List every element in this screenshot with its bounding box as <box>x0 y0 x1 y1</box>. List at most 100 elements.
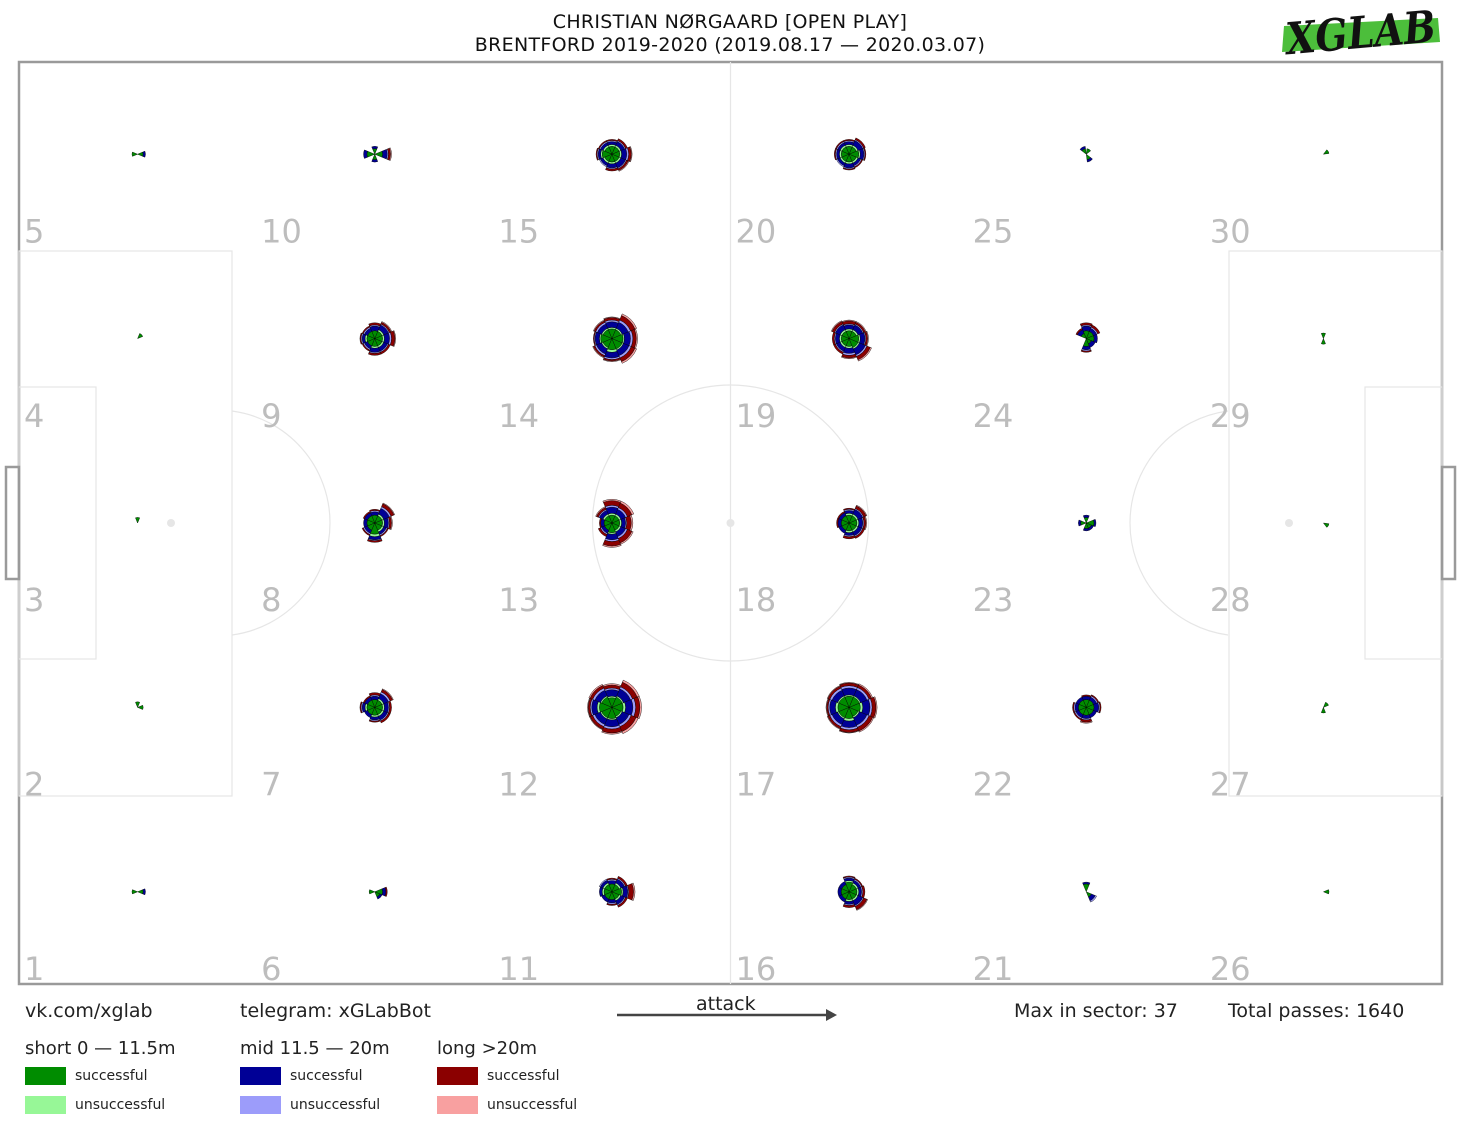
sector-label: 14 <box>498 397 539 435</box>
centre-circle <box>591 384 870 662</box>
sector-label: 3 <box>24 581 44 619</box>
rose-wedge-l-successful <box>379 527 389 537</box>
rose-wedge-m-successful <box>591 699 599 716</box>
sector-label: 24 <box>973 397 1014 435</box>
rose-wedge-s-successful <box>1322 149 1330 155</box>
right-penalty-arc <box>1129 410 1229 636</box>
left-penalty-arc <box>231 410 331 636</box>
rose-wedge-l-successful <box>617 876 628 887</box>
legend-long-title: long >20m <box>437 1038 538 1059</box>
legend-short-successful-swatch <box>25 1067 66 1085</box>
sector-rose-12 <box>587 679 642 735</box>
legend-mid-successful-swatch <box>240 1067 281 1085</box>
sector-labels: 1234567891011121314151617181920212223242… <box>24 212 1251 988</box>
legend-long-unsuccessful-label: unsuccessful <box>487 1097 578 1113</box>
rose-wedge-l-unsuccessful <box>621 717 639 734</box>
rose-wedge-m-successful <box>383 517 389 529</box>
sector-rose-5 <box>131 150 146 158</box>
rose-wedge-l-unsuccessful <box>826 685 841 699</box>
sector-label: 26 <box>1210 950 1251 988</box>
rose-wedge-m-successful <box>142 150 146 158</box>
rose-wedge-l-unsuccessful <box>621 347 637 364</box>
rose-wedge-l-successful <box>861 885 866 899</box>
rose-wedge-l-successful <box>369 509 381 512</box>
attack-arrow-icon <box>617 1009 837 1021</box>
sector-label: 13 <box>498 581 539 619</box>
pitch-markings <box>4 60 1457 986</box>
legend-short-unsuccessful-swatch <box>25 1096 66 1114</box>
rose-wedge-s-successful <box>1323 701 1329 708</box>
rose-wedge-l-unsuccessful <box>389 147 392 161</box>
rose-wedge-m-successful <box>1088 340 1096 348</box>
legend-short-title: short 0 — 11.5m <box>25 1038 176 1059</box>
rose-wedge-l-successful <box>380 712 391 724</box>
rose-wedge-l-unsuccessful <box>602 544 622 548</box>
legend-long-successful-swatch <box>437 1067 478 1085</box>
sector-rose-9 <box>359 321 396 356</box>
left-penalty-area <box>18 250 233 797</box>
sector-label: 1 <box>24 950 44 988</box>
sector-label: 2 <box>24 766 44 804</box>
rose-wedge-l-unsuccessful <box>588 684 604 699</box>
sector-rose-2 <box>135 701 144 710</box>
rose-wedge-l-successful <box>834 148 837 161</box>
rose-wedge-l-successful <box>359 332 363 345</box>
legend-long-unsuccessful-swatch <box>437 1096 478 1114</box>
legend-mid-unsuccessful-swatch <box>240 1096 281 1114</box>
rose-wedge-l-unsuccessful <box>839 682 859 686</box>
sector-rose-7 <box>359 688 394 724</box>
rose-wedge-l-unsuccessful <box>857 347 872 362</box>
sector-rose-8 <box>361 502 396 543</box>
sector-rose-15 <box>595 138 633 172</box>
rose-wedge-s-successful <box>368 889 376 895</box>
right-six-yard-box <box>1364 386 1443 660</box>
rose-wedge-s-successful <box>137 704 144 710</box>
vk-link[interactable]: vk.com/xglab <box>25 1000 153 1022</box>
rose-wedge-s-successful <box>1085 148 1091 155</box>
rose-wedge-l-unsuccessful <box>865 330 869 347</box>
rose-wedge-l-unsuccessful <box>382 502 396 516</box>
rose-wedge-l-successful <box>384 886 388 897</box>
sector-rose-14 <box>592 313 638 364</box>
rose-wedge-m-successful <box>1078 519 1082 527</box>
telegram-link[interactable]: telegram: xGLabBot <box>240 1000 431 1022</box>
rose-wedge-l-successful <box>1080 349 1092 353</box>
rose-wedge-l-unsuccessful <box>1079 720 1093 724</box>
rose-wedge-s-successful <box>372 153 378 160</box>
right-penalty-spot <box>1285 519 1293 527</box>
rose-wedge-m-successful <box>1082 881 1091 885</box>
sector-rose-22 <box>1072 694 1102 724</box>
sector-label: 5 <box>24 212 44 250</box>
rose-wedge-m-unsuccessful <box>599 878 608 888</box>
sector-label: 25 <box>973 212 1014 250</box>
rose-wedge-m-successful <box>859 332 866 345</box>
sector-label: 29 <box>1210 397 1251 435</box>
rose-wedge-l-unsuccessful <box>856 898 868 911</box>
rose-wedge-m-successful <box>1093 334 1098 344</box>
sector-rose-1 <box>131 888 146 896</box>
legend-mid-title: mid 11.5 — 20m <box>240 1038 390 1059</box>
rose-wedge-l-successful <box>842 167 856 171</box>
xglab-logo: XGLAB <box>1281 6 1440 60</box>
rose-wedge-l-unsuccessful <box>595 506 606 517</box>
sector-rose-3 <box>135 517 140 524</box>
rose-wedge-s-successful <box>131 889 139 895</box>
sector-label: 22 <box>973 766 1014 804</box>
rose-wedge-s-successful <box>1080 520 1087 526</box>
rose-wedge-m-successful <box>621 885 628 899</box>
rose-wedge-l-unsuccessful <box>393 330 396 347</box>
rose-wedge-m-successful <box>604 350 620 359</box>
rose-wedge-l-successful <box>1081 694 1092 698</box>
rose-wedge-m-successful <box>371 159 379 163</box>
rose-wedge-s-successful <box>137 151 144 157</box>
sector-rose-25 <box>1079 146 1093 163</box>
rose-wedge-s-successful <box>131 151 139 157</box>
sector-label: 7 <box>261 766 281 804</box>
rose-wedge-l-successful <box>854 528 865 539</box>
rose-wedge-s-successful <box>135 517 140 524</box>
rose-wedge-l-unsuccessful <box>830 320 843 332</box>
sector-rose-30 <box>1322 149 1330 155</box>
sector-label: 30 <box>1210 212 1251 250</box>
sector-rose-20 <box>834 137 867 171</box>
